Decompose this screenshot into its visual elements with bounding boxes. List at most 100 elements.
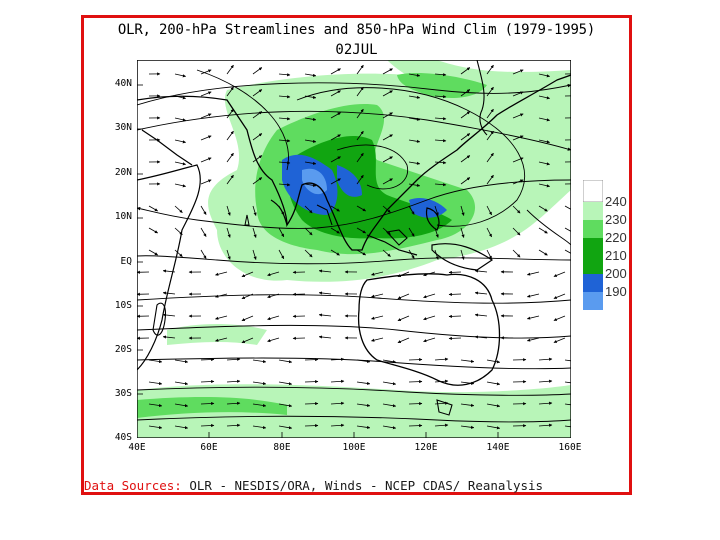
wind-vector [460, 205, 465, 216]
wind-vector [278, 205, 285, 216]
wind-vector [226, 423, 241, 427]
wind-vector [318, 291, 332, 295]
wind-vector [304, 73, 317, 77]
wind-vector [278, 117, 291, 121]
wind-vector [226, 357, 241, 361]
wind-vector [318, 269, 332, 273]
wind-vector [382, 205, 391, 213]
wind-vector [267, 315, 280, 321]
wind-vector [434, 205, 439, 216]
wind-vector [434, 401, 449, 405]
wind-vector [226, 205, 231, 216]
wind-vector [408, 227, 415, 237]
wind-vector [448, 314, 462, 318]
wind-vector [382, 68, 393, 75]
legend-swatch-240 [583, 180, 603, 203]
wind-vector [538, 227, 548, 234]
wind-vector [434, 379, 449, 383]
wind-vector [278, 227, 285, 238]
wind-vector [174, 95, 187, 100]
wind-vector [278, 381, 293, 386]
wind-vector [278, 95, 291, 99]
wind-vector [382, 156, 393, 163]
streamlines [137, 69, 571, 423]
wind-vector [460, 403, 475, 407]
wind-vector [226, 108, 234, 119]
wind-vector [200, 227, 207, 237]
wind-vector [304, 424, 319, 428]
wind-vector [538, 379, 553, 383]
wind-vector [553, 293, 566, 299]
lat-label-20s: 20S [114, 344, 132, 355]
wind-vector [356, 64, 364, 75]
wind-vector [460, 425, 475, 429]
wind-vector [252, 177, 263, 185]
wind-vector [330, 90, 341, 97]
lat-label-20n: 20N [114, 167, 132, 178]
wind-vector [278, 425, 293, 430]
data-source-text: OLR - NESDIS/ORA, Winds - NCEP CDAS/ Rea… [181, 478, 544, 493]
wind-vector [486, 86, 494, 97]
wind-vector [252, 111, 263, 119]
wind-vector [397, 271, 410, 277]
wind-vector [174, 381, 189, 386]
wind-vector [226, 249, 231, 260]
wind-vector [382, 425, 397, 430]
wind-vector [252, 67, 263, 75]
legend-swatch-220 [583, 220, 603, 238]
wind-vector [526, 337, 540, 342]
wind-vector [304, 249, 313, 258]
wind-vector [304, 139, 317, 143]
lat-label-eq: EQ [120, 256, 132, 267]
wind-vector [304, 402, 319, 406]
wind-vector [304, 183, 317, 187]
wind-vector [226, 379, 241, 383]
wind-vector [434, 139, 447, 143]
legend-label-200: 200 [605, 266, 627, 281]
lon-label-120e: 120E [414, 442, 438, 453]
wind-vector [200, 113, 212, 119]
wind-vector [538, 423, 553, 427]
wind-vector [174, 183, 187, 188]
lat-label-30n: 30N [114, 122, 132, 133]
wind-vector [200, 401, 215, 406]
wind-vector [512, 179, 524, 185]
wind-vector [434, 227, 439, 238]
legend-label-240: 240 [605, 194, 627, 209]
olr-legend [583, 180, 603, 310]
wind-vector [252, 381, 267, 386]
wind-vector [408, 183, 421, 187]
lon-label-40e: 40E [128, 442, 146, 453]
wind-vector [397, 315, 410, 321]
wind-vector [512, 135, 524, 141]
wind-vector [397, 337, 410, 343]
wind-vector [215, 293, 228, 298]
wind-vector [382, 403, 397, 408]
wind-vector [226, 130, 234, 141]
wind-vector [371, 293, 384, 298]
wind-vector [304, 205, 313, 214]
wind-vector [252, 89, 263, 97]
lat-label-30s: 30S [114, 388, 132, 399]
wind-vector [174, 139, 187, 144]
wind-vector [330, 423, 345, 427]
wind-vector [382, 227, 391, 235]
wind-vector [460, 381, 475, 385]
wind-vector [564, 403, 571, 406]
wind-vector [356, 359, 371, 363]
wind-vector [486, 64, 494, 75]
wind-vector [553, 337, 566, 343]
wind-vector [356, 227, 366, 234]
wind-vector [382, 178, 393, 185]
wind-vector [512, 157, 524, 163]
wind-vector [564, 227, 571, 234]
wind-vector [538, 139, 551, 144]
wind-vector [252, 359, 267, 364]
wind-vector [330, 205, 340, 212]
wind-vector [434, 117, 447, 121]
wind-vector [486, 249, 492, 260]
wind-vector [174, 205, 183, 213]
wind-vector [408, 380, 423, 384]
wind-vector [460, 227, 465, 238]
wind-vector [382, 112, 393, 119]
